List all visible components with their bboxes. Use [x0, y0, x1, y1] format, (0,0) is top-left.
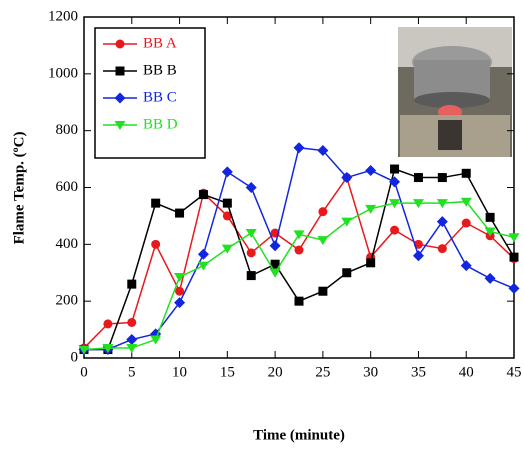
marker: [151, 199, 160, 208]
marker: [390, 165, 399, 174]
marker: [175, 209, 184, 218]
legend-label: BB C: [143, 89, 177, 105]
marker: [318, 207, 327, 216]
marker: [485, 273, 496, 284]
marker: [270, 269, 281, 278]
inset-photo: [398, 27, 512, 157]
marker: [222, 166, 233, 177]
y-tick-label: 1200: [48, 8, 78, 24]
x-tick-label: 10: [172, 364, 187, 380]
marker: [198, 262, 209, 271]
marker: [270, 240, 281, 251]
marker: [175, 287, 184, 296]
marker: [247, 271, 256, 280]
marker: [151, 240, 160, 249]
marker: [486, 213, 495, 222]
x-tick-label: 20: [268, 364, 283, 380]
marker: [366, 258, 375, 267]
legend-marker: [116, 67, 125, 76]
marker: [198, 249, 209, 260]
y-tick-label: 400: [56, 236, 79, 252]
marker: [150, 336, 161, 345]
marker: [103, 319, 112, 328]
x-axis-label: Time (minute): [253, 427, 345, 443]
marker: [365, 165, 376, 176]
marker: [126, 334, 137, 345]
x-tick-label: 5: [128, 364, 136, 380]
legend-label: BB D: [143, 116, 178, 132]
marker: [510, 253, 519, 262]
marker: [365, 205, 376, 214]
marker: [461, 260, 472, 271]
marker: [317, 236, 328, 245]
y-tick-label: 1000: [48, 65, 78, 81]
y-axis-label: Flame Temp. (ºC): [11, 132, 27, 245]
marker: [437, 216, 448, 227]
marker: [294, 142, 305, 153]
y-tick-label: 200: [56, 293, 79, 309]
marker: [318, 287, 327, 296]
series-line: [84, 202, 514, 350]
legend-marker: [116, 40, 125, 49]
marker: [127, 280, 136, 289]
marker: [390, 226, 399, 235]
legend-label: BB B: [143, 62, 177, 78]
y-tick-label: 800: [56, 122, 79, 138]
page: {"chart_data": {"type": "line", "xlabel"…: [0, 0, 524, 447]
marker: [295, 246, 304, 255]
marker: [413, 250, 424, 261]
y-tick-label: 600: [56, 179, 79, 195]
marker: [438, 173, 447, 182]
marker: [509, 233, 520, 242]
x-tick-label: 0: [80, 364, 88, 380]
marker: [246, 182, 257, 193]
marker: [199, 190, 208, 199]
marker: [342, 268, 351, 277]
x-tick-label: 25: [315, 364, 330, 380]
marker: [295, 297, 304, 306]
x-tick-label: 35: [411, 364, 426, 380]
marker: [127, 318, 136, 327]
marker: [414, 173, 423, 182]
marker: [462, 219, 471, 228]
marker: [223, 199, 232, 208]
legend-label: BB A: [143, 35, 177, 51]
marker: [247, 248, 256, 257]
marker: [509, 283, 520, 294]
marker: [246, 229, 257, 238]
x-tick-label: 30: [363, 364, 378, 380]
chart: Flame Temp. (ºC) Time (minute) 020040060…: [0, 0, 524, 447]
y-tick-label: 0: [71, 349, 79, 365]
x-tick-label: 40: [459, 364, 474, 380]
marker: [462, 169, 471, 178]
series-line: [84, 169, 514, 349]
marker: [438, 244, 447, 253]
x-tick-label: 45: [507, 364, 522, 380]
x-tick-label: 15: [220, 364, 235, 380]
